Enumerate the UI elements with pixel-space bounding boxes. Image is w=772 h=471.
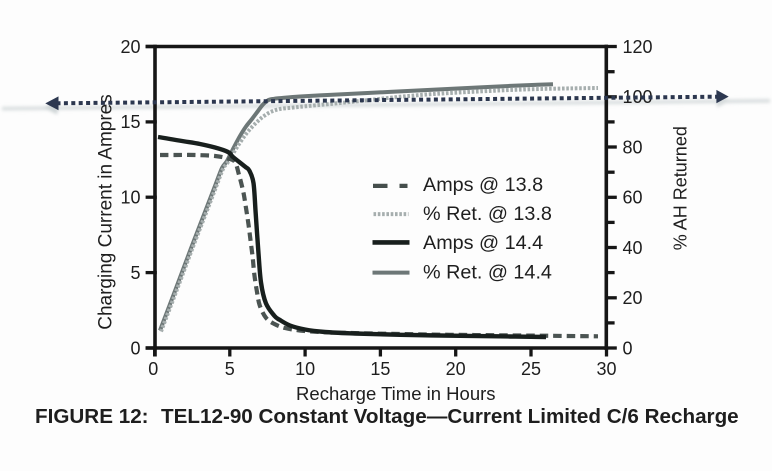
svg-text:0: 0	[148, 359, 158, 379]
svg-text:Charging Current in Ampres: Charging Current in Ampres	[96, 94, 117, 330]
svg-text:20: 20	[623, 288, 643, 308]
svg-text:% Ret. @ 13.8: % Ret. @ 13.8	[423, 203, 552, 225]
svg-text:5: 5	[130, 263, 140, 283]
svg-text:15: 15	[370, 359, 390, 379]
svg-text:20: 20	[120, 37, 140, 57]
svg-text:Amps @ 13.8: Amps @ 13.8	[423, 174, 543, 196]
svg-text:TEL12-90 Constant Voltage—Curr: TEL12-90 Constant Voltage—Current Limite…	[161, 405, 739, 428]
svg-text:120: 120	[623, 37, 653, 57]
svg-text:40: 40	[623, 238, 643, 258]
svg-text:80: 80	[623, 137, 643, 157]
svg-text:Recharge Time in Hours: Recharge Time in Hours	[296, 383, 495, 404]
svg-text:30: 30	[596, 359, 616, 379]
svg-text:10: 10	[120, 188, 140, 208]
svg-text:10: 10	[295, 359, 315, 379]
svg-text:% AH Returned: % AH Returned	[671, 126, 691, 250]
svg-text:0: 0	[130, 338, 140, 358]
svg-text:% Ret. @ 14.4: % Ret. @ 14.4	[423, 262, 552, 284]
svg-text:25: 25	[521, 359, 541, 379]
svg-text:60: 60	[623, 188, 643, 208]
svg-text:5: 5	[225, 359, 235, 379]
svg-text:20: 20	[446, 359, 466, 379]
svg-text:FIGURE 12:: FIGURE 12:	[35, 405, 149, 428]
svg-text:0: 0	[623, 338, 633, 358]
svg-text:Amps @ 14.4: Amps @ 14.4	[423, 232, 543, 254]
svg-text:15: 15	[120, 112, 140, 132]
